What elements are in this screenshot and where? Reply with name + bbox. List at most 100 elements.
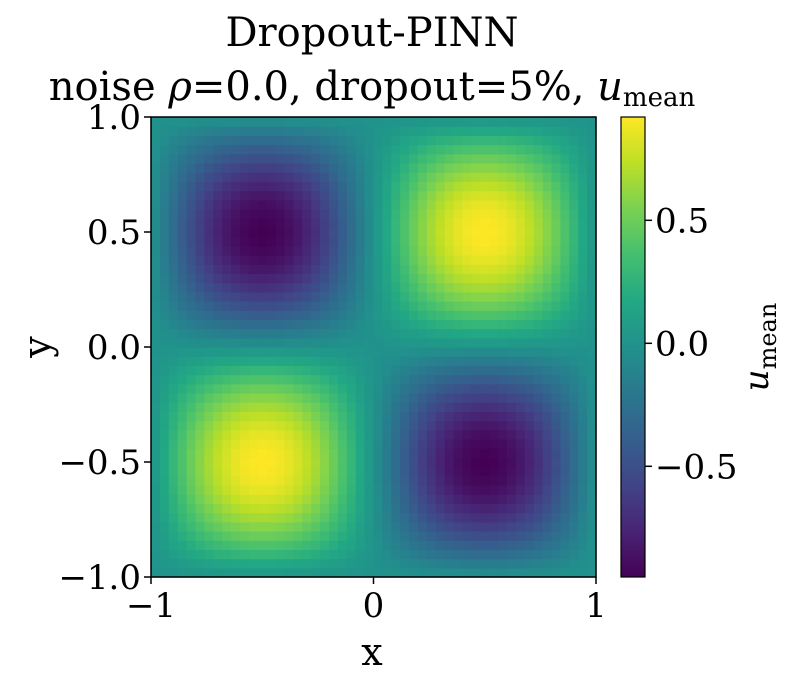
- heatmap-cell: [186, 512, 197, 523]
- heatmap-cell: [284, 558, 294, 569]
- heatmap-cell: [231, 218, 241, 228]
- heatmap-cell: [213, 485, 223, 495]
- heatmap-cell: [222, 153, 232, 164]
- heatmap-cell: [311, 163, 321, 173]
- heatmap-cell: [266, 531, 277, 541]
- heatmap-cell: [435, 475, 446, 486]
- heatmap-cell: [293, 485, 303, 495]
- heatmap-cell: [257, 199, 268, 210]
- heatmap-cell: [400, 521, 410, 532]
- heatmap-cell: [551, 209, 561, 219]
- heatmap-cell: [444, 199, 455, 210]
- heatmap-cell: [471, 356, 481, 366]
- heatmap-cell: [311, 383, 321, 394]
- heatmap-cell: [284, 264, 294, 274]
- heatmap-cell: [569, 521, 579, 532]
- heatmap-cell: [240, 181, 250, 192]
- heatmap-cell: [222, 199, 232, 210]
- heatmap-cell: [551, 485, 561, 495]
- heatmap-cell: [533, 291, 544, 302]
- heatmap-cell: [364, 485, 375, 495]
- heatmap-cell: [542, 531, 553, 541]
- heatmap-cell: [498, 328, 508, 339]
- heatmap-cell: [409, 402, 419, 412]
- heatmap-cell: [515, 494, 526, 504]
- heatmap-cell: [489, 218, 499, 228]
- heatmap-cell: [409, 273, 419, 284]
- heatmap-cell: [195, 485, 205, 495]
- heatmap-cell: [426, 153, 437, 164]
- heatmap-cell: [355, 512, 366, 523]
- heatmap-cell: [195, 153, 205, 164]
- heatmap-cell: [151, 393, 161, 403]
- heatmap-cell: [240, 356, 250, 366]
- x-tick-label: 1: [585, 586, 607, 626]
- heatmap-cell: [257, 402, 268, 412]
- heatmap-cell: [159, 365, 170, 376]
- heatmap-cell: [587, 218, 597, 228]
- heatmap-cell: [587, 402, 597, 412]
- heatmap-cell: [151, 402, 161, 412]
- heatmap-cell: [329, 190, 339, 201]
- heatmap-cell: [329, 227, 339, 238]
- heatmap-cell: [248, 172, 259, 182]
- heatmap-cell: [151, 144, 161, 155]
- heatmap-cell: [533, 549, 544, 560]
- heatmap-cell: [400, 503, 410, 514]
- heatmap-cell: [329, 319, 339, 330]
- heatmap-cell: [231, 255, 241, 265]
- heatmap-cell: [337, 521, 348, 532]
- heatmap-cell: [524, 475, 535, 486]
- heatmap-cell: [195, 393, 205, 403]
- heatmap-cell: [364, 337, 375, 348]
- heatmap-cell: [284, 347, 294, 357]
- heatmap-cell: [302, 439, 312, 449]
- heatmap-cell: [320, 521, 330, 532]
- heatmap-cell: [471, 153, 481, 164]
- heatmap-cell: [391, 402, 401, 412]
- heatmap-cell: [444, 503, 455, 514]
- heatmap-cell: [418, 181, 428, 192]
- heatmap-cell: [293, 117, 303, 127]
- heatmap-cell: [489, 365, 499, 376]
- heatmap-cell: [373, 126, 383, 136]
- heatmap-cell: [311, 153, 321, 164]
- heatmap-cell: [524, 291, 535, 302]
- heatmap-cell: [222, 494, 232, 504]
- heatmap-cell: [177, 558, 188, 569]
- heatmap-cell: [426, 494, 437, 504]
- heatmap-cell: [240, 448, 250, 458]
- heatmap-cell: [195, 181, 205, 192]
- heatmap-cell: [418, 383, 428, 394]
- heatmap-cell: [311, 126, 321, 136]
- heatmap-cell: [240, 144, 250, 155]
- heatmap-cell: [542, 117, 553, 127]
- heatmap-cell: [266, 439, 277, 449]
- heatmap-cell: [471, 227, 481, 238]
- heatmap-cell: [320, 485, 330, 495]
- heatmap-cell: [364, 227, 375, 238]
- heatmap-cell: [240, 540, 250, 550]
- heatmap-cell: [346, 540, 357, 550]
- heatmap-cell: [480, 558, 490, 569]
- heatmap-cell: [489, 567, 499, 578]
- colorbar-label-sub: mean: [754, 303, 782, 370]
- heatmap-cell: [391, 420, 401, 431]
- heatmap-cell: [151, 264, 161, 274]
- heatmap-cell: [151, 236, 161, 247]
- heatmap-cell: [453, 153, 464, 164]
- heatmap-cell: [364, 255, 375, 265]
- heatmap-cell: [311, 558, 321, 569]
- heatmap-cell: [569, 485, 579, 495]
- heatmap-cell: [418, 319, 428, 330]
- heatmap-cell: [195, 512, 205, 523]
- heatmap-cell: [435, 503, 446, 514]
- x-tick-label: −1: [126, 586, 176, 626]
- heatmap-cell: [293, 567, 303, 578]
- heatmap-cell: [453, 199, 464, 210]
- heatmap-cell: [284, 163, 294, 173]
- heatmap-cell: [373, 227, 383, 238]
- heatmap-cell: [177, 126, 188, 136]
- heatmap-cell: [587, 429, 597, 440]
- heatmap-cell: [400, 475, 410, 486]
